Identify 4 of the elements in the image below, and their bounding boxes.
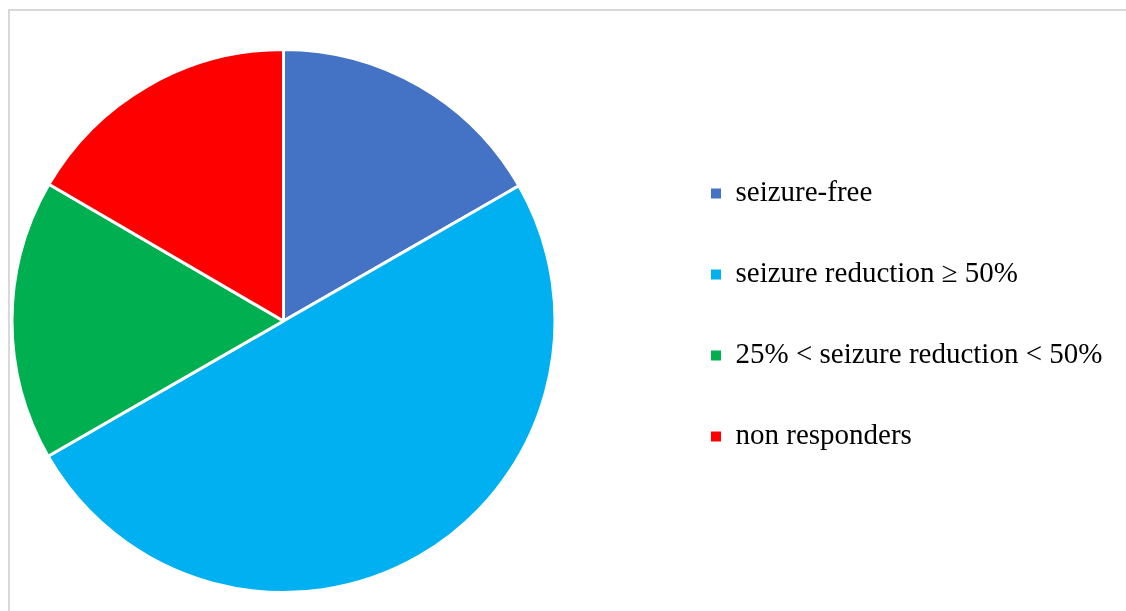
legend-label: seizure-free (735, 175, 873, 208)
legend-label: 25% < seizure reduction < 50% (735, 337, 1103, 370)
legend-label: seizure reduction ≥ 50% (735, 256, 1018, 289)
legend-label: non responders (735, 418, 912, 451)
